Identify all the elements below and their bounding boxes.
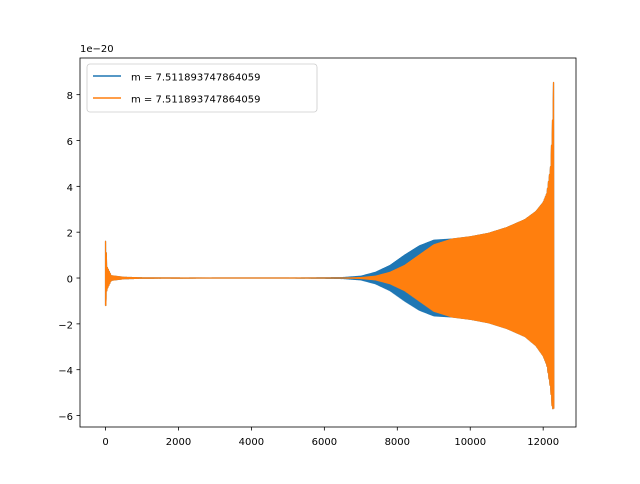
series-line-2 [104, 81, 555, 410]
legend-label: m = 7.511893747864059 [131, 95, 260, 106]
y-tick-label: −2 [58, 320, 73, 331]
y-tick-label: −4 [58, 366, 73, 377]
y-axis: −6 −4 −2 0 2 4 6 8 [58, 91, 80, 423]
y-tick-label: 0 [67, 275, 73, 286]
axes-frame [79, 57, 577, 428]
y-tick-label: 2 [67, 229, 73, 240]
y-tick-label: 8 [67, 91, 73, 102]
legend-box [86, 63, 318, 113]
legend: m = 7.511893747864059 m = 7.5118937478640… [86, 63, 318, 113]
x-tick-label: 2000 [166, 437, 191, 448]
y-tick-label: 6 [67, 137, 73, 148]
y-tick-label: −6 [58, 412, 73, 423]
x-tick-label: 10000 [454, 437, 486, 448]
x-tick-label: 12000 [527, 437, 559, 448]
x-tick-label: 4000 [239, 437, 264, 448]
y-tick-label: 4 [67, 183, 73, 194]
legend-label: m = 7.511893747864059 [131, 73, 260, 84]
plot-area [104, 81, 555, 410]
x-axis: 0 2000 4000 6000 8000 10000 12000 [102, 427, 559, 448]
y-offset-label: 1e−20 [80, 44, 114, 55]
x-tick-label: 6000 [312, 437, 337, 448]
x-tick-label: 0 [102, 437, 108, 448]
x-tick-label: 8000 [385, 437, 410, 448]
